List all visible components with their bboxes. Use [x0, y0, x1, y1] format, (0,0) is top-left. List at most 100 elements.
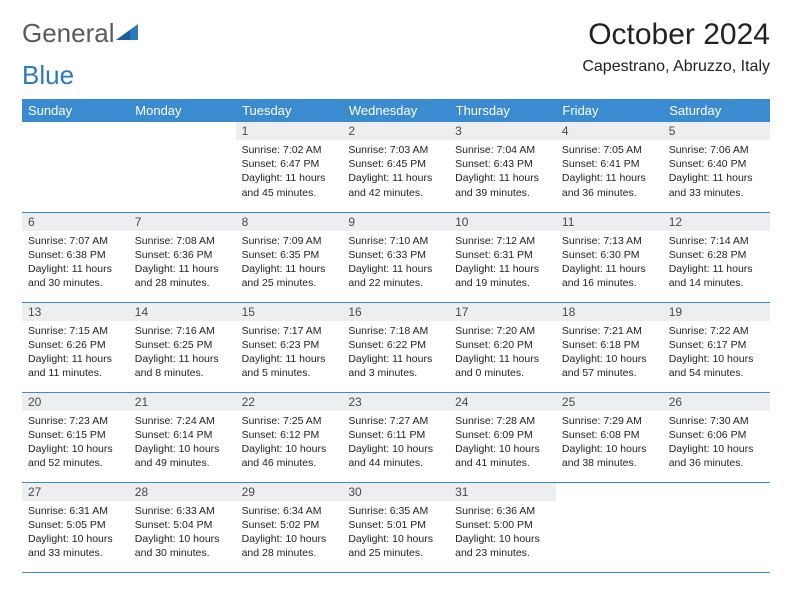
- day-number: 17: [449, 303, 556, 321]
- sunset-text: Sunset: 6:33 PM: [348, 248, 443, 262]
- daylight-text: Daylight: 10 hours and 49 minutes.: [135, 442, 230, 470]
- daylight-text: Daylight: 11 hours and 8 minutes.: [135, 352, 230, 380]
- sunset-text: Sunset: 6:30 PM: [562, 248, 657, 262]
- day-number: 21: [129, 393, 236, 411]
- calendar-week-row: 6Sunrise: 7:07 AMSunset: 6:38 PMDaylight…: [22, 212, 770, 302]
- brand-part2: Blue: [22, 60, 74, 90]
- day-details: Sunrise: 7:17 AMSunset: 6:23 PMDaylight:…: [236, 321, 343, 385]
- calendar-cell: 11Sunrise: 7:13 AMSunset: 6:30 PMDayligh…: [556, 212, 663, 302]
- day-details: Sunrise: 6:34 AMSunset: 5:02 PMDaylight:…: [236, 501, 343, 565]
- day-details: Sunrise: 7:13 AMSunset: 6:30 PMDaylight:…: [556, 231, 663, 295]
- calendar-cell: [556, 482, 663, 572]
- day-details: Sunrise: 7:16 AMSunset: 6:25 PMDaylight:…: [129, 321, 236, 385]
- calendar-cell: 28Sunrise: 6:33 AMSunset: 5:04 PMDayligh…: [129, 482, 236, 572]
- day-details: Sunrise: 7:30 AMSunset: 6:06 PMDaylight:…: [663, 411, 770, 475]
- sunrise-text: Sunrise: 7:30 AM: [669, 414, 764, 428]
- sunrise-text: Sunrise: 7:16 AM: [135, 324, 230, 338]
- day-details: Sunrise: 7:08 AMSunset: 6:36 PMDaylight:…: [129, 231, 236, 295]
- sunset-text: Sunset: 6:43 PM: [455, 157, 550, 171]
- sunrise-text: Sunrise: 7:09 AM: [242, 234, 337, 248]
- sunrise-text: Sunrise: 7:17 AM: [242, 324, 337, 338]
- day-details: Sunrise: 7:06 AMSunset: 6:40 PMDaylight:…: [663, 140, 770, 204]
- sunset-text: Sunset: 6:22 PM: [348, 338, 443, 352]
- daylight-text: Daylight: 10 hours and 57 minutes.: [562, 352, 657, 380]
- day-details: Sunrise: 7:14 AMSunset: 6:28 PMDaylight:…: [663, 231, 770, 295]
- calendar-cell: 7Sunrise: 7:08 AMSunset: 6:36 PMDaylight…: [129, 212, 236, 302]
- daylight-text: Daylight: 11 hours and 42 minutes.: [348, 171, 443, 199]
- calendar-cell: 30Sunrise: 6:35 AMSunset: 5:01 PMDayligh…: [342, 482, 449, 572]
- day-number: 20: [22, 393, 129, 411]
- sunrise-text: Sunrise: 7:20 AM: [455, 324, 550, 338]
- daylight-text: Daylight: 11 hours and 28 minutes.: [135, 262, 230, 290]
- day-details: Sunrise: 7:28 AMSunset: 6:09 PMDaylight:…: [449, 411, 556, 475]
- calendar-table: SundayMondayTuesdayWednesdayThursdayFrid…: [22, 99, 770, 573]
- day-details: Sunrise: 7:24 AMSunset: 6:14 PMDaylight:…: [129, 411, 236, 475]
- day-details: Sunrise: 6:35 AMSunset: 5:01 PMDaylight:…: [342, 501, 449, 565]
- sunrise-text: Sunrise: 7:13 AM: [562, 234, 657, 248]
- day-details: Sunrise: 6:33 AMSunset: 5:04 PMDaylight:…: [129, 501, 236, 565]
- sunrise-text: Sunrise: 7:08 AM: [135, 234, 230, 248]
- day-number: 27: [22, 483, 129, 501]
- daylight-text: Daylight: 11 hours and 0 minutes.: [455, 352, 550, 380]
- sunset-text: Sunset: 6:40 PM: [669, 157, 764, 171]
- daylight-text: Daylight: 10 hours and 52 minutes.: [28, 442, 123, 470]
- sunrise-text: Sunrise: 7:22 AM: [669, 324, 764, 338]
- calendar-cell: 29Sunrise: 6:34 AMSunset: 5:02 PMDayligh…: [236, 482, 343, 572]
- daylight-text: Daylight: 10 hours and 44 minutes.: [348, 442, 443, 470]
- sunset-text: Sunset: 6:23 PM: [242, 338, 337, 352]
- calendar-cell: 5Sunrise: 7:06 AMSunset: 6:40 PMDaylight…: [663, 122, 770, 212]
- day-number: 30: [342, 483, 449, 501]
- calendar-cell: 4Sunrise: 7:05 AMSunset: 6:41 PMDaylight…: [556, 122, 663, 212]
- sunrise-text: Sunrise: 7:24 AM: [135, 414, 230, 428]
- day-number: 10: [449, 213, 556, 231]
- sunrise-text: Sunrise: 7:03 AM: [348, 143, 443, 157]
- calendar-cell: 18Sunrise: 7:21 AMSunset: 6:18 PMDayligh…: [556, 302, 663, 392]
- daylight-text: Daylight: 10 hours and 33 minutes.: [28, 532, 123, 560]
- day-details: Sunrise: 7:12 AMSunset: 6:31 PMDaylight:…: [449, 231, 556, 295]
- daylight-text: Daylight: 11 hours and 5 minutes.: [242, 352, 337, 380]
- sunrise-text: Sunrise: 6:36 AM: [455, 504, 550, 518]
- calendar-cell: 24Sunrise: 7:28 AMSunset: 6:09 PMDayligh…: [449, 392, 556, 482]
- calendar-week-row: 27Sunrise: 6:31 AMSunset: 5:05 PMDayligh…: [22, 482, 770, 572]
- day-number: 4: [556, 122, 663, 140]
- calendar-cell: 1Sunrise: 7:02 AMSunset: 6:47 PMDaylight…: [236, 122, 343, 212]
- day-details: Sunrise: 7:05 AMSunset: 6:41 PMDaylight:…: [556, 140, 663, 204]
- day-number: 23: [342, 393, 449, 411]
- day-header: Sunday: [22, 99, 129, 122]
- sunset-text: Sunset: 6:14 PM: [135, 428, 230, 442]
- daylight-text: Daylight: 10 hours and 28 minutes.: [242, 532, 337, 560]
- day-number: 11: [556, 213, 663, 231]
- sunrise-text: Sunrise: 7:23 AM: [28, 414, 123, 428]
- daylight-text: Daylight: 11 hours and 14 minutes.: [669, 262, 764, 290]
- daylight-text: Daylight: 11 hours and 25 minutes.: [242, 262, 337, 290]
- sunrise-text: Sunrise: 6:35 AM: [348, 504, 443, 518]
- sunset-text: Sunset: 6:47 PM: [242, 157, 337, 171]
- sunset-text: Sunset: 6:45 PM: [348, 157, 443, 171]
- daylight-text: Daylight: 11 hours and 39 minutes.: [455, 171, 550, 199]
- sunset-text: Sunset: 6:20 PM: [455, 338, 550, 352]
- sunset-text: Sunset: 6:15 PM: [28, 428, 123, 442]
- calendar-cell: 31Sunrise: 6:36 AMSunset: 5:00 PMDayligh…: [449, 482, 556, 572]
- calendar-cell: 2Sunrise: 7:03 AMSunset: 6:45 PMDaylight…: [342, 122, 449, 212]
- sunrise-text: Sunrise: 7:21 AM: [562, 324, 657, 338]
- sunrise-text: Sunrise: 7:02 AM: [242, 143, 337, 157]
- brand-triangle-icon: [116, 18, 138, 49]
- calendar-cell: [22, 122, 129, 212]
- calendar-cell: 3Sunrise: 7:04 AMSunset: 6:43 PMDaylight…: [449, 122, 556, 212]
- sunrise-text: Sunrise: 7:29 AM: [562, 414, 657, 428]
- day-details: Sunrise: 7:04 AMSunset: 6:43 PMDaylight:…: [449, 140, 556, 204]
- sunset-text: Sunset: 5:01 PM: [348, 518, 443, 532]
- sunrise-text: Sunrise: 7:18 AM: [348, 324, 443, 338]
- day-number: 7: [129, 213, 236, 231]
- calendar-cell: 21Sunrise: 7:24 AMSunset: 6:14 PMDayligh…: [129, 392, 236, 482]
- day-number: 12: [663, 213, 770, 231]
- calendar-cell: 14Sunrise: 7:16 AMSunset: 6:25 PMDayligh…: [129, 302, 236, 392]
- daylight-text: Daylight: 10 hours and 25 minutes.: [348, 532, 443, 560]
- calendar-week-row: 13Sunrise: 7:15 AMSunset: 6:26 PMDayligh…: [22, 302, 770, 392]
- day-number: 13: [22, 303, 129, 321]
- sunset-text: Sunset: 6:06 PM: [669, 428, 764, 442]
- sunrise-text: Sunrise: 7:27 AM: [348, 414, 443, 428]
- day-number: 22: [236, 393, 343, 411]
- sunrise-text: Sunrise: 6:31 AM: [28, 504, 123, 518]
- daylight-text: Daylight: 10 hours and 30 minutes.: [135, 532, 230, 560]
